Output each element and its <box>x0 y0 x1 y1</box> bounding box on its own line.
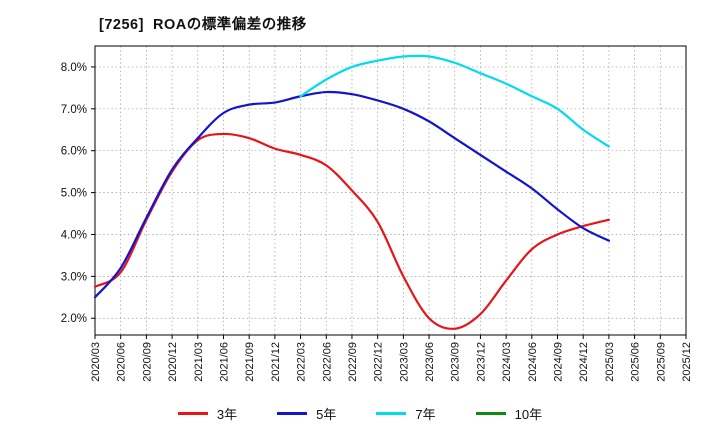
x-tick-label: 2020/06 <box>116 342 128 382</box>
x-tick-label: 2022/09 <box>347 342 359 382</box>
x-tick-label: 2020/09 <box>141 342 153 382</box>
legend-item-5年: 5年 <box>277 404 336 423</box>
y-tick-label: 3.0% <box>61 271 87 283</box>
x-tick-label: 2021/03 <box>193 342 205 382</box>
legend-label: 7年 <box>415 407 436 422</box>
x-tick-label: 2023/06 <box>424 342 436 382</box>
x-tick-label: 2024/03 <box>501 342 513 382</box>
legend-item-7年: 7年 <box>376 404 436 423</box>
x-tick-label: 2023/03 <box>398 342 410 382</box>
legend-item-10年: 10年 <box>475 404 543 423</box>
x-tick-label: 2022/06 <box>321 342 333 382</box>
legend-label: 10年 <box>514 407 543 422</box>
x-tick-label: 2023/12 <box>475 342 487 382</box>
legend-label: 3年 <box>216 407 238 422</box>
chart-title: [7256] ROAの標準偏差の推移 <box>99 17 307 33</box>
legend-swatch <box>177 412 208 415</box>
legend-swatch <box>475 412 506 415</box>
x-tick-label: 2021/06 <box>218 342 230 382</box>
x-tick-label: 2020/12 <box>167 342 179 382</box>
y-tick-label: 7.0% <box>61 104 87 116</box>
x-tick-label: 2021/12 <box>270 342 282 382</box>
legend: 3年 5年 7年 10年 <box>0 404 720 423</box>
y-tick-label: 8.0% <box>61 62 87 74</box>
x-tick-label: 2025/06 <box>630 342 642 382</box>
legend-label: 5年 <box>316 407 337 422</box>
x-tick-label: 2022/03 <box>296 342 308 382</box>
x-tick-label: 2021/09 <box>244 342 256 382</box>
x-tick-label: 2025/03 <box>604 342 616 382</box>
y-tick-label: 6.0% <box>61 146 87 158</box>
x-tick-label: 2023/09 <box>450 342 462 382</box>
legend-swatch <box>376 412 407 415</box>
x-tick-label: 2024/06 <box>527 342 539 382</box>
x-tick-label: 2025/12 <box>681 342 693 382</box>
x-tick-label: 2020/03 <box>90 342 102 382</box>
series-line-5年 <box>93 90 611 299</box>
x-tick-label: 2024/12 <box>578 342 590 382</box>
legend-swatch <box>277 412 308 415</box>
y-tick-label: 4.0% <box>61 229 87 241</box>
x-tick-label: 2025/09 <box>655 342 667 382</box>
x-tick-label: 2022/12 <box>373 342 385 382</box>
series-line-7年 <box>299 54 611 148</box>
x-tick-label: 2024/09 <box>553 342 565 382</box>
y-tick-label: 5.0% <box>61 188 87 200</box>
legend-item-3年: 3年 <box>177 404 238 423</box>
y-tick-label: 2.0% <box>61 313 87 325</box>
plot-border <box>94 45 687 336</box>
